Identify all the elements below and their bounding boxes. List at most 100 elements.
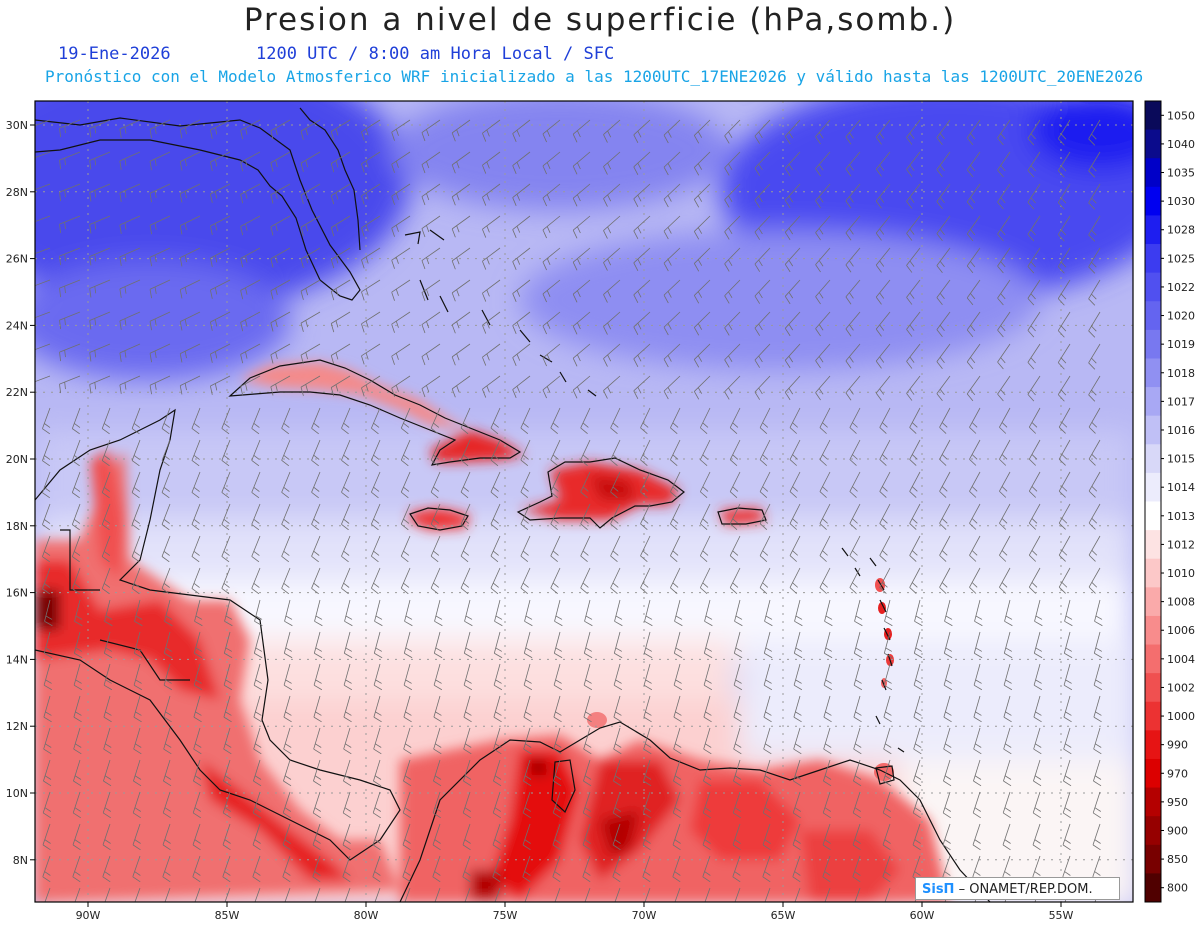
barb-flag [675,647,683,652]
barb-flag [1001,422,1008,428]
barb-shaft [845,151,861,170]
barb-flag [210,289,213,299]
barb-flag [395,385,399,392]
barb-flag [225,711,232,716]
barb-flag [675,615,683,620]
barb-shaft [633,343,651,360]
barb-flag [633,294,639,304]
barb-flag [542,133,547,143]
barb-flag [702,518,709,524]
barb-shaft [997,343,1011,363]
colorbar-swatch [1145,129,1161,159]
barb-shaft [603,151,621,167]
barb-shaft [281,503,291,525]
barb-flag [724,359,730,368]
barb-flag [823,716,832,723]
barb-flag [1057,202,1065,210]
barb-shaft [1027,375,1041,395]
barb-flag [524,871,531,876]
barb-flag [1093,684,1103,691]
barb-shaft [240,311,261,323]
barb-flag [102,844,111,851]
barb-flag [283,550,290,556]
barb-flag [275,383,278,391]
barb-shaft [997,279,1011,299]
barb-flag [283,582,290,588]
barb-flag [1027,234,1035,242]
barb-shaft [523,631,531,654]
barb-flag [633,198,639,208]
barb-flag [523,780,532,787]
barb-flag [1004,904,1010,908]
barb-flag [494,620,503,627]
barb-shaft [849,439,861,460]
barb-flag [644,904,650,908]
colorbar-swatch [1145,701,1161,731]
barb-flag [523,748,532,755]
barb-flag [939,132,945,139]
barb-flag [1065,679,1072,684]
barb-flag [365,224,369,232]
barb-flag [73,812,81,819]
barb-flag [1030,229,1036,236]
barb-flag [345,711,352,716]
colorbar-swatch [1145,673,1161,703]
barb-flag [582,486,589,492]
barb-flag [1060,133,1067,140]
barb-flag [435,743,442,748]
barb-flag [253,716,262,723]
barb-flag [633,262,639,272]
barb-shaft [792,791,801,814]
barb-flag [914,652,923,659]
barb-flag [849,292,854,299]
barb-shaft [331,215,351,228]
pressure-field [35,101,1133,902]
barb-flag [482,133,487,142]
barb-flag [391,196,395,205]
barb-flag [64,158,66,166]
barb-shaft [764,599,771,622]
barb-shaft [43,631,51,654]
barb-flag [939,388,945,395]
barb-flag [667,323,672,330]
barb-flag [495,647,503,652]
barb-shaft [224,887,231,902]
barb-flag [251,524,260,531]
barb-flag [763,909,770,914]
barb-flag [343,748,352,755]
barb-flag [1091,454,1098,460]
barb-shaft [703,663,711,686]
barb-flag [1029,586,1037,594]
barb-flag [313,550,320,556]
barb-flag [795,679,802,684]
barb-flag [89,224,92,234]
barb-flag [693,327,700,336]
barb-shaft [372,791,381,814]
barb-flag [584,775,592,780]
barb-flag [909,196,915,203]
barb-flag [300,195,304,204]
barb-shaft [370,503,381,525]
barb-flag [456,161,460,169]
barb-flag [64,222,66,230]
pressure-colorbar: 1050104010351030102810251022102010191018… [1144,100,1195,903]
barb-shaft [253,759,261,782]
barb-flag [970,229,976,236]
barb-shaft [729,535,741,556]
barb-flag [1058,458,1066,466]
barb-flag [253,780,262,787]
barb-shaft [815,279,831,297]
barb-flag [913,812,921,819]
barb-flag [89,192,92,202]
barb-flag [433,550,440,556]
barb-flag [852,422,858,428]
barb-flag [552,876,561,883]
barb-flag [697,291,703,298]
barb-shaft [673,631,681,654]
barb-shaft [253,631,261,654]
barb-flag [580,491,588,499]
barb-shaft [361,183,381,197]
colorbar-level-label: 970 [1167,767,1188,780]
barb-shaft [59,119,81,129]
barb-shaft [482,343,501,358]
